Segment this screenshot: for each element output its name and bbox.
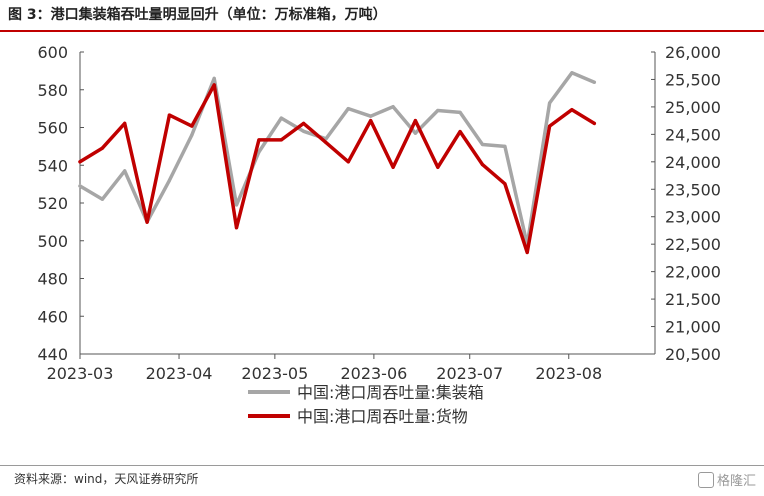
data-point (346, 107, 350, 111)
series-layer (78, 71, 597, 255)
data-point (480, 163, 485, 167)
data-point (570, 71, 574, 75)
data-point (503, 144, 507, 148)
data-point (78, 160, 82, 164)
y-right-tick-label: 24,500 (665, 125, 721, 144)
data-point (279, 116, 283, 120)
x-tick-label: 2023-04 (146, 364, 213, 383)
data-point (100, 197, 104, 201)
data-point (123, 169, 127, 173)
data-point (324, 141, 328, 145)
watermark-text: 格隆汇 (716, 474, 756, 489)
data-point (592, 121, 596, 125)
data-point (212, 83, 216, 87)
y-right-tick-label: 26,000 (665, 43, 721, 62)
legend-label: 中国:港口周吞吐量:集装箱 (297, 383, 484, 402)
y-left-tick-label: 580 (37, 81, 68, 100)
data-point (525, 250, 529, 254)
data-point (436, 108, 440, 113)
data-point (548, 124, 552, 128)
watermark-logo-icon (697, 472, 714, 488)
x-tick-label: 2023-03 (47, 364, 114, 383)
y-right-tick-label: 25,000 (665, 98, 721, 117)
y-left-tick-label: 560 (37, 119, 68, 138)
data-point (503, 182, 507, 186)
data-point (480, 142, 485, 147)
series-1 (78, 83, 597, 255)
x-tick-label: 2023-08 (535, 364, 602, 383)
watermark: 格隆汇 (697, 470, 756, 489)
data-point (190, 124, 194, 128)
data-point (257, 138, 261, 142)
data-point (190, 133, 194, 137)
data-point (458, 130, 462, 134)
series-line (78, 71, 597, 247)
data-point (346, 160, 350, 164)
series-line (78, 83, 597, 255)
y-right-tick-label: 20,500 (665, 345, 721, 364)
y-left-tick-label: 480 (37, 270, 68, 289)
legend-item: 中国:港口周吞吐量:集装箱 (248, 383, 484, 402)
y-right-tick-label: 23,000 (665, 208, 721, 227)
data-point (100, 146, 104, 150)
data-point (548, 101, 552, 105)
legend-item: 中国:港口周吞吐量:货物 (248, 407, 468, 426)
x-tick-label: 2023-05 (241, 364, 308, 383)
legend-label: 中国:港口周吞吐量:货物 (297, 407, 468, 426)
data-point (570, 108, 574, 112)
chart: 440 460 480 500 520 540 560 580 600 20,500 21,000 2… (37, 43, 721, 426)
data-point (391, 165, 395, 169)
y-right-tick-label: 22,500 (665, 235, 721, 254)
data-point (302, 129, 306, 133)
data-point (234, 226, 239, 230)
y-right-tick-label: 22,000 (665, 263, 721, 282)
y-left-tick-label: 460 (37, 307, 68, 326)
data-point (145, 220, 149, 224)
y-right-tick-label: 23,500 (665, 180, 721, 199)
data-point (257, 150, 261, 154)
data-point (436, 165, 440, 169)
data-point (279, 138, 283, 142)
source-rule (0, 465, 764, 466)
data-point (123, 121, 127, 125)
y-left-tick-label: 440 (37, 345, 68, 364)
chart-title: 图 3：港口集装箱吞吐量明显回升（单位：万标准箱，万吨） (8, 7, 387, 23)
y-right-tick-label: 24,000 (665, 153, 721, 172)
data-point (413, 119, 417, 123)
source-note: 资料来源：wind，天风证券研究所 (14, 472, 199, 486)
data-point (369, 119, 373, 123)
data-point (413, 131, 417, 135)
data-point (167, 113, 171, 117)
data-point (324, 137, 328, 141)
y-right-tick-label: 25,500 (665, 70, 721, 89)
data-point (592, 80, 596, 84)
y-right-tick-label: 21,500 (665, 290, 721, 309)
data-point (167, 178, 171, 182)
x-tick-label: 2023-07 (436, 364, 503, 383)
data-point (369, 114, 373, 118)
x-tick-label: 2023-06 (340, 364, 407, 383)
data-point (234, 203, 239, 207)
y-left-tick-label: 540 (37, 156, 68, 175)
y-right-tick-label: 21,000 (665, 318, 721, 337)
data-point (212, 76, 216, 80)
data-point (458, 110, 462, 114)
y-left-tick-label: 600 (37, 43, 68, 62)
title-rule (0, 30, 764, 32)
data-point (302, 121, 306, 125)
data-point (391, 105, 395, 109)
axes: 440 460 480 500 520 540 560 580 600 20,500 21,000 2… (37, 43, 721, 383)
y-left-tick-label: 520 (37, 194, 68, 213)
data-point (78, 184, 82, 188)
y-left-tick-label: 500 (37, 232, 68, 251)
